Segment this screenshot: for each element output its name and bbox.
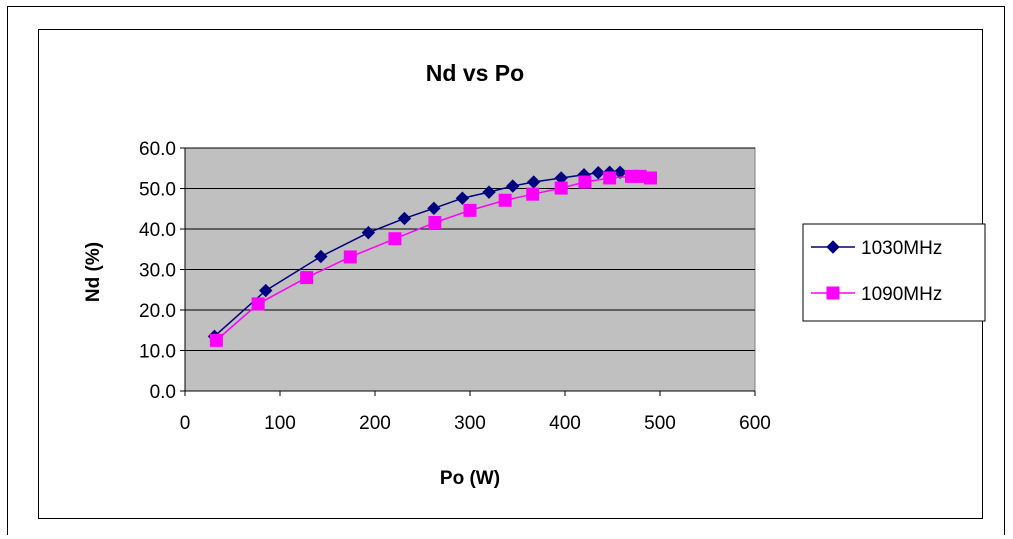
x-tick-label: 500 xyxy=(644,413,676,434)
data-point xyxy=(361,225,376,240)
legend: 1030MHz 1090MHz xyxy=(802,223,986,322)
y-tick-label: 50.0 xyxy=(139,180,176,201)
y-tick-label: 10.0 xyxy=(139,342,176,363)
x-tick-label: 200 xyxy=(359,413,391,434)
data-point xyxy=(591,165,605,180)
data-point xyxy=(343,250,357,264)
x-tick-label: 100 xyxy=(264,413,296,434)
x-tick-label: 0 xyxy=(180,413,191,434)
y-tick-label: 60.0 xyxy=(139,139,176,160)
data-point xyxy=(300,271,314,285)
chart-title: Nd vs Po xyxy=(426,60,524,86)
data-point xyxy=(506,179,520,193)
legend-label: 1030MHz xyxy=(861,238,942,259)
y-tick-label: 20.0 xyxy=(139,301,176,322)
data-point xyxy=(482,185,496,199)
data-point xyxy=(397,211,412,226)
data-point xyxy=(644,171,657,185)
x-tick-label: 300 xyxy=(454,413,486,434)
data-point xyxy=(554,181,568,195)
y-tick-label: 30.0 xyxy=(139,261,176,282)
y-tick-label: 40.0 xyxy=(139,220,176,241)
legend-label: 1090MHz xyxy=(861,284,942,305)
data-point xyxy=(209,333,223,347)
data-point xyxy=(388,232,402,246)
data-point xyxy=(613,165,627,180)
legend-marker xyxy=(826,240,840,254)
data-point xyxy=(498,193,512,207)
data-point xyxy=(463,203,477,217)
data-point xyxy=(526,187,540,201)
y-tick-label: 0.0 xyxy=(150,382,176,403)
x-axis-title: Po (W) xyxy=(440,468,500,489)
data-point xyxy=(428,216,442,230)
data-point xyxy=(259,283,273,298)
x-tick-label: 600 xyxy=(739,413,771,434)
data-point xyxy=(427,201,441,216)
plot-area: 0.0 10.0 20.0 30.0 40.0 50.0 60.0 0 100 200 300 400… xyxy=(139,139,771,434)
legend-marker xyxy=(826,286,840,300)
data-point xyxy=(455,191,470,205)
outer-frame xyxy=(7,6,1005,535)
data-point xyxy=(251,297,265,311)
data-point xyxy=(314,249,328,264)
data-point xyxy=(578,175,592,189)
y-axis-title: Nd (%) xyxy=(83,242,104,302)
legend-box xyxy=(802,223,986,322)
data-point xyxy=(603,171,617,185)
x-tick-label: 400 xyxy=(549,413,581,434)
